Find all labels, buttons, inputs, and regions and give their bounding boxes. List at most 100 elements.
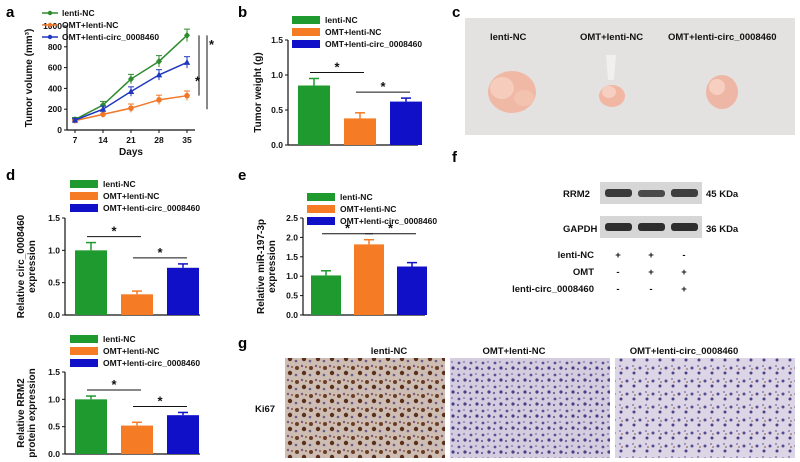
legend-swatch	[307, 193, 335, 201]
y-tick-label: 1.5	[286, 252, 298, 262]
significance-star: *	[209, 37, 215, 52]
y-tick-label: 1.5	[48, 213, 60, 223]
bar	[298, 85, 330, 145]
legend-label: lenti-NC	[103, 179, 136, 189]
significance-star: *	[388, 221, 394, 236]
x-tick-label: 7	[73, 135, 78, 145]
significance-star: *	[345, 221, 351, 236]
y-tick-label: 0.5	[48, 278, 60, 288]
bar	[390, 101, 422, 145]
y-tick-label: 0	[57, 125, 62, 135]
bar	[354, 244, 384, 315]
data-point	[184, 31, 190, 39]
y-tick-label: 200	[48, 104, 62, 114]
ihc-image-omt	[450, 358, 610, 458]
legend-swatch	[292, 40, 320, 48]
legend-label: lenti-NC	[340, 192, 373, 202]
bar	[167, 415, 199, 454]
bar	[167, 267, 199, 315]
bar	[311, 275, 341, 315]
significance-star: *	[195, 74, 201, 89]
panel-g: g lenti-NC OMT+lenti-NC OMT+lenti-circ_0…	[238, 335, 795, 458]
y-axis-title: expression	[267, 240, 278, 293]
bar	[344, 118, 376, 145]
band-size-rrm2: 45 KDa	[706, 189, 739, 200]
data-point	[71, 116, 79, 123]
condition-sign: +	[681, 267, 687, 278]
significance-star: *	[111, 224, 117, 239]
condition-sign: -	[682, 250, 685, 261]
legend-swatch	[70, 192, 98, 200]
panel-d: d 0.0 0.5 1.0 1.5 * * Relative circ_0008460 exp…	[6, 167, 200, 459]
ihc-column-label: OMT+lenti-circ_0008460	[630, 346, 739, 357]
x-tick-label: 14	[98, 135, 108, 145]
significance-star: *	[157, 245, 163, 260]
y-tick-label: 0.0	[286, 310, 298, 320]
y-axis-title: Tumor weight (g)	[253, 52, 264, 132]
panel-b: b 0.0 0.5 1.0 1.5 * * Tumor weight (g) lenti-NC…	[238, 4, 422, 150]
western-blot-gapdh	[600, 216, 702, 238]
data-point	[156, 57, 162, 65]
panel-a: a 0 200 400 600 800 1000 7 14 21 28 35 Days Tumor vo…	[6, 4, 215, 158]
data-point	[128, 75, 134, 83]
condition-sign: +	[648, 250, 654, 261]
band-size-gapdh: 36 KDa	[706, 224, 739, 235]
bar	[75, 250, 107, 315]
x-tick-label: 35	[182, 135, 192, 145]
legend-label: OMT+lenti-circ_0008460	[325, 39, 422, 49]
legend-label: OMT+lenti-NC	[340, 204, 396, 214]
tumor-specimen	[706, 75, 738, 109]
data-point	[100, 101, 106, 109]
y-axis-title: Relative circ_0008460	[16, 214, 27, 318]
y-tick-label: 2.0	[286, 232, 298, 242]
condition-sign: +	[615, 250, 621, 261]
y-axis-title: Tumor volume (mm³)	[24, 29, 35, 128]
panel-letter: a	[6, 4, 15, 21]
panel-letter: f	[452, 149, 458, 166]
legend-label: OMT+lenti-circ_0008460	[103, 203, 200, 213]
legend-marker	[47, 10, 53, 16]
tumor-specimen	[488, 71, 536, 113]
panel-letter: c	[452, 4, 460, 21]
ihc-image-omt-circ	[615, 358, 795, 458]
y-tick-label: 1.5	[48, 367, 60, 377]
tumor-specimen	[599, 55, 625, 107]
legend-swatch	[292, 16, 320, 24]
bar-chart: 0.0 0.5 1.0 1.5 * * Tumor weight (g) lenti-NC OM…	[253, 15, 422, 150]
condition-sign: -	[649, 284, 652, 295]
y-tick-label: 0.5	[271, 105, 283, 115]
condition-sign: +	[648, 267, 654, 278]
legend-marker	[47, 34, 53, 40]
western-blot-rrm2	[600, 182, 702, 204]
bar-chart-rrm2: 0.0 0.5 1.0 1.5 * * Relative RRM2 protein expre…	[16, 334, 200, 459]
condition-label: OMT	[573, 267, 594, 278]
legend-label: OMT+lenti-circ_0008460	[62, 32, 159, 42]
y-tick-label: 2.5	[286, 213, 298, 223]
y-tick-label: 1.0	[48, 245, 60, 255]
legend-swatch	[70, 359, 98, 367]
photo-label: lenti-NC	[490, 32, 527, 43]
panel-letter: e	[238, 167, 246, 184]
bar	[121, 425, 153, 454]
legend-swatch	[307, 205, 335, 213]
bar	[121, 294, 153, 315]
condition-label: lenti-NC	[558, 250, 595, 261]
significance-star: *	[157, 393, 163, 408]
legend-swatch	[70, 180, 98, 188]
condition-sign: +	[681, 284, 687, 295]
legend-swatch	[70, 347, 98, 355]
legend-label: OMT+lenti-circ_0008460	[340, 216, 437, 226]
band-label-gapdh: GAPDH	[563, 224, 597, 235]
panel-c: c lenti-NC OMT+lenti-NC OMT+lenti-circ_0…	[452, 4, 795, 135]
data-point	[127, 88, 135, 95]
y-tick-label: 800	[48, 42, 62, 52]
legend-label: OMT+lenti-circ_0008460	[103, 358, 200, 368]
data-point	[184, 92, 190, 99]
significance-star: *	[334, 60, 340, 75]
y-tick-label: 0.0	[48, 310, 60, 320]
x-tick-label: 28	[154, 135, 164, 145]
y-tick-label: 400	[48, 83, 62, 93]
panel-letter: g	[238, 335, 247, 352]
y-tick-label: 1.5	[271, 35, 283, 45]
